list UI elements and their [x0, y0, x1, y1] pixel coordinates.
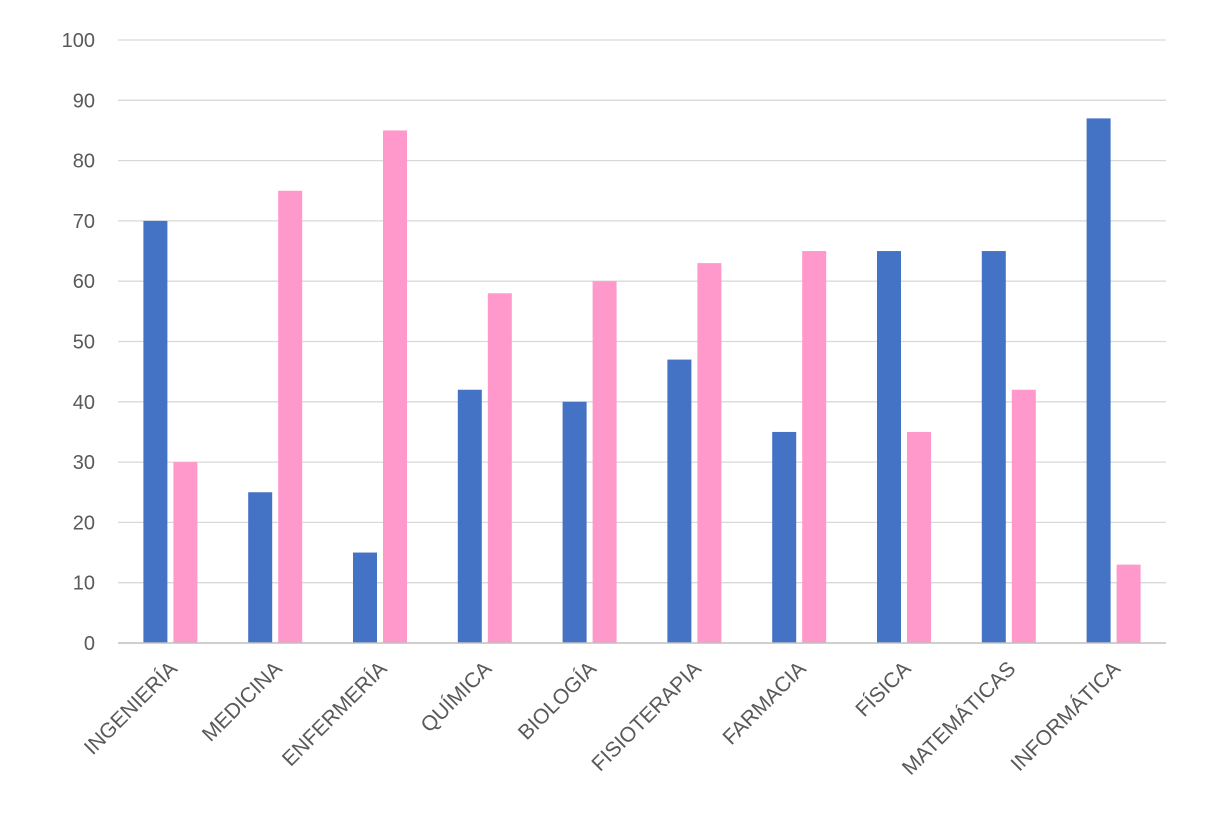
- bar-series2-6: [802, 251, 827, 644]
- bars: [143, 118, 1141, 644]
- x-tick-label: BIOLOGÍA: [514, 657, 601, 744]
- bar-series2-8: [1011, 389, 1036, 643]
- x-tick-label: FARMACIA: [719, 657, 811, 749]
- bar-series1-3: [457, 389, 482, 643]
- bar-series1-8: [981, 251, 1006, 644]
- bar-series1-1: [248, 492, 273, 643]
- y-tick-label: 0: [84, 633, 95, 655]
- bar-series2-5: [697, 263, 722, 643]
- y-tick-label: 60: [73, 271, 95, 293]
- bar-series2-1: [278, 190, 303, 643]
- y-tick-label: 100: [62, 30, 95, 52]
- y-tick-label: 50: [73, 332, 95, 354]
- y-axis-ticks: 0 10 20 30 40 50 60 70 80 90 100: [62, 30, 95, 655]
- y-tick-label: 40: [73, 392, 95, 414]
- bar-series1-4: [562, 401, 587, 643]
- bar-series2-0: [173, 462, 198, 643]
- bar-series1-2: [353, 552, 377, 643]
- x-tick-label: MEDICINA: [198, 657, 287, 746]
- x-tick-label: FÍSICA: [851, 657, 915, 721]
- y-tick-label: 90: [73, 90, 95, 112]
- bar-series2-7: [907, 431, 931, 643]
- x-tick-label: INGENIERÍA: [80, 657, 182, 759]
- bar-series1-6: [772, 431, 797, 643]
- bar-series1-9: [1086, 118, 1111, 643]
- y-tick-label: 80: [73, 151, 95, 173]
- y-tick-label: 70: [73, 211, 95, 233]
- x-tick-label: INFORMÁTICA: [1007, 657, 1126, 776]
- bar-series1-0: [143, 220, 168, 643]
- bar-series2-9: [1116, 564, 1141, 643]
- bar-series2-2: [383, 130, 407, 643]
- x-tick-label: MATEMÁTICAS: [898, 657, 1020, 779]
- bar-series2-3: [487, 293, 512, 643]
- bar-series2-4: [592, 281, 617, 643]
- bar-series1-5: [667, 359, 692, 643]
- x-tick-label: ENFERMERÍA: [278, 657, 392, 771]
- x-tick-label: FISIOTERAPIA: [587, 657, 706, 776]
- y-tick-label: 10: [73, 573, 95, 595]
- gridlines: [118, 39, 1166, 584]
- y-tick-label: 20: [73, 512, 95, 534]
- x-tick-label: QUÍMICA: [417, 657, 497, 737]
- bar-series1-7: [877, 251, 901, 644]
- y-tick-label: 30: [73, 452, 95, 474]
